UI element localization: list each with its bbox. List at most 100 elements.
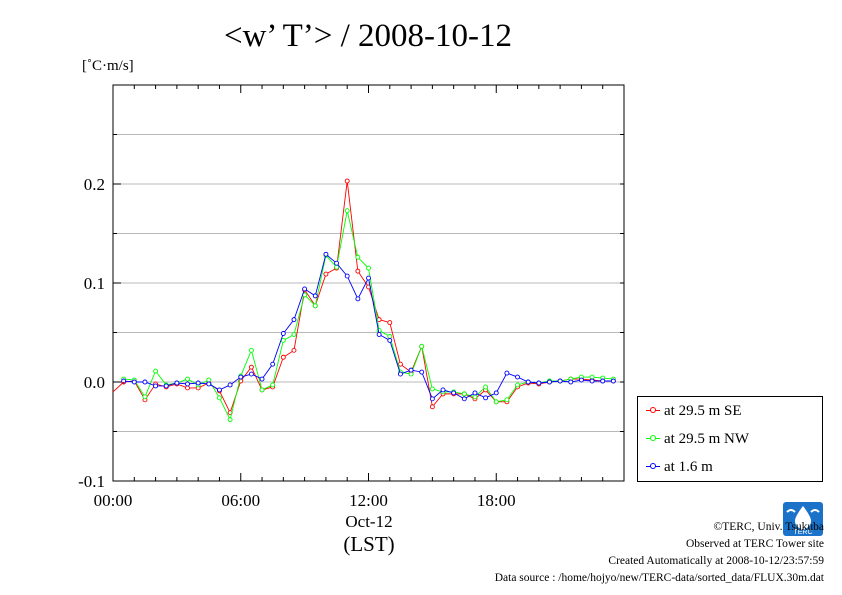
data-point [483, 384, 489, 390]
data-point [323, 251, 329, 257]
data-point [451, 390, 457, 396]
data-point [557, 378, 563, 384]
data-point [355, 254, 361, 260]
data-point [334, 260, 340, 266]
legend-swatch-low [646, 460, 660, 474]
data-point [121, 378, 127, 384]
data-point [217, 387, 222, 393]
data-point [153, 368, 159, 374]
legend-item-se: at 29.5 m SE [646, 401, 742, 421]
data-point [387, 337, 393, 343]
data-point [461, 396, 467, 402]
legend-label-nw: at 29.5 m NW [664, 430, 749, 447]
series-1 [121, 178, 616, 416]
data-point [472, 394, 478, 400]
data-point [238, 374, 244, 380]
data-point [248, 347, 254, 353]
data-point [515, 382, 520, 388]
data-point [344, 273, 350, 279]
chart-title: <w’ T’> / 2008-10-12 [224, 18, 512, 54]
x-tick-label: 12:00 [349, 491, 388, 510]
data-point [547, 379, 552, 385]
data-point [536, 380, 542, 386]
data-point [440, 387, 446, 393]
data-point [270, 382, 276, 388]
data-point [280, 337, 286, 343]
data-point [408, 367, 414, 373]
data-point [185, 385, 190, 391]
data-point [291, 347, 297, 353]
data-point [259, 387, 265, 393]
legend-swatch-se [646, 404, 660, 418]
data-point [227, 382, 233, 388]
data-point [504, 397, 510, 403]
data-point [185, 381, 190, 387]
legend-item-low: at 1.6 m [646, 457, 713, 477]
y-tick-labels: -0.1 0.0 0.1 0.2 [78, 175, 105, 491]
data-point [387, 320, 393, 326]
footer-data-source: Data source : /home/hojyo/new/TERC-data/… [494, 572, 824, 584]
data-point [366, 265, 371, 271]
data-point [259, 376, 265, 382]
data-point [397, 371, 403, 377]
data-point [302, 286, 308, 292]
data-point [578, 377, 584, 383]
footer-copyright: ©TERC, Univ. Tsukuba [713, 521, 824, 533]
data-point [280, 331, 286, 336]
data-point [131, 379, 137, 385]
data-point [429, 404, 435, 410]
y-tick-label: -0.1 [78, 472, 105, 491]
data-point [334, 264, 340, 270]
y-axis-label: [˚C·m/s] [82, 58, 134, 74]
y-tick-label: 0.0 [84, 373, 105, 392]
data-point [419, 369, 425, 375]
series-lead-segment [112, 381, 124, 393]
data-point [366, 275, 371, 281]
data-point [323, 271, 329, 277]
legend-label-low: at 1.6 m [664, 458, 713, 475]
data-point [312, 303, 318, 309]
footer-site: Observed at TERC Tower site [685, 538, 824, 550]
series-layer [112, 178, 616, 423]
data-point [461, 391, 467, 397]
legend-swatch-nw [646, 432, 660, 446]
data-point [525, 379, 531, 385]
data-point [270, 361, 276, 367]
data-point [355, 296, 361, 302]
data-point [568, 379, 574, 385]
data-point [153, 383, 159, 389]
data-point [387, 334, 393, 339]
data-point [429, 396, 435, 402]
data-point [429, 386, 435, 392]
data-point [408, 371, 414, 377]
series-3 [121, 251, 616, 402]
y-tick-label: 0.2 [84, 175, 105, 194]
axis-ticks [112, 84, 625, 482]
data-point [419, 343, 425, 349]
x-date-label: Oct-12 [345, 512, 392, 531]
data-point [142, 379, 148, 385]
series-2 [121, 208, 616, 423]
data-point [344, 178, 350, 184]
data-point [376, 332, 382, 337]
data-point [291, 317, 297, 323]
data-point [589, 374, 595, 380]
data-point [206, 381, 212, 387]
data-point [248, 371, 254, 377]
legend-item-nw: at 29.5 m NW [646, 429, 749, 449]
data-point [217, 395, 222, 401]
data-point [515, 374, 520, 380]
series-line [123, 180, 614, 414]
data-point [483, 395, 489, 401]
x-tick-labels: 00:00 06:00 12:00 18:00 [94, 491, 516, 510]
data-point [248, 364, 254, 370]
legend: at 29.5 m SE at 29.5 m NW at 1.6 m [637, 396, 823, 482]
data-point [600, 378, 606, 384]
x-tick-label: 18:00 [477, 491, 516, 510]
x-axis-label: (LST) [343, 532, 394, 556]
data-point [280, 354, 286, 360]
svg-text:TERC: TERC [793, 529, 812, 536]
data-point [504, 370, 510, 376]
data-point [142, 394, 148, 400]
